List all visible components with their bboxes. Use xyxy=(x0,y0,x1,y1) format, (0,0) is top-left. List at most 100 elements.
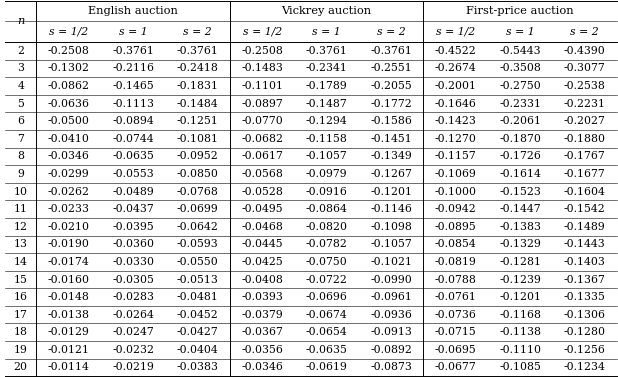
Text: -0.4390: -0.4390 xyxy=(564,46,606,56)
Text: -0.0699: -0.0699 xyxy=(177,204,219,214)
Text: -0.0425: -0.0425 xyxy=(241,257,283,267)
Text: 16: 16 xyxy=(14,292,28,302)
Text: -0.0568: -0.0568 xyxy=(241,169,283,179)
Text: -0.0674: -0.0674 xyxy=(306,310,347,320)
Text: -0.0305: -0.0305 xyxy=(112,274,154,285)
Text: -0.0528: -0.0528 xyxy=(241,187,283,196)
Text: -0.0961: -0.0961 xyxy=(370,292,412,302)
Text: -0.0635: -0.0635 xyxy=(306,345,347,355)
Text: -0.0299: -0.0299 xyxy=(48,169,90,179)
Text: -0.0913: -0.0913 xyxy=(370,327,412,337)
Text: -0.0408: -0.0408 xyxy=(241,274,283,285)
Text: -0.0820: -0.0820 xyxy=(305,222,347,232)
Text: -0.2231: -0.2231 xyxy=(564,99,606,109)
Text: -0.0360: -0.0360 xyxy=(112,239,154,249)
Text: -0.2750: -0.2750 xyxy=(499,81,541,91)
Text: -0.1057: -0.1057 xyxy=(306,152,347,161)
Text: -0.0410: -0.0410 xyxy=(48,134,90,144)
Text: -0.1081: -0.1081 xyxy=(177,134,219,144)
Text: 13: 13 xyxy=(14,239,28,249)
Text: -0.0682: -0.0682 xyxy=(241,134,283,144)
Text: -0.0761: -0.0761 xyxy=(434,292,476,302)
Text: -0.0383: -0.0383 xyxy=(177,362,219,372)
Text: -0.0553: -0.0553 xyxy=(112,169,154,179)
Text: -0.0782: -0.0782 xyxy=(306,239,347,249)
Text: -0.0750: -0.0750 xyxy=(306,257,347,267)
Text: s = 1: s = 1 xyxy=(312,27,341,37)
Text: -0.1158: -0.1158 xyxy=(306,134,347,144)
Text: -0.2331: -0.2331 xyxy=(499,99,541,109)
Text: -0.0715: -0.0715 xyxy=(434,327,476,337)
Text: -0.0346: -0.0346 xyxy=(48,152,90,161)
Text: -0.1201: -0.1201 xyxy=(370,187,412,196)
Text: -0.0788: -0.0788 xyxy=(434,274,476,285)
Text: -0.1349: -0.1349 xyxy=(370,152,412,161)
Text: -0.1447: -0.1447 xyxy=(499,204,541,214)
Text: -0.2341: -0.2341 xyxy=(306,63,347,74)
Text: -0.1168: -0.1168 xyxy=(499,310,541,320)
Text: -0.0636: -0.0636 xyxy=(48,99,90,109)
Text: -0.1267: -0.1267 xyxy=(370,169,412,179)
Text: -0.0148: -0.0148 xyxy=(48,292,90,302)
Text: -0.0619: -0.0619 xyxy=(306,362,347,372)
Text: -0.1451: -0.1451 xyxy=(370,134,412,144)
Text: -0.1586: -0.1586 xyxy=(370,116,412,126)
Text: -0.1000: -0.1000 xyxy=(434,187,476,196)
Text: -0.3761: -0.3761 xyxy=(306,46,347,56)
Text: -0.0393: -0.0393 xyxy=(241,292,283,302)
Text: -0.1423: -0.1423 xyxy=(434,116,476,126)
Text: -0.0952: -0.0952 xyxy=(177,152,219,161)
Text: -0.0232: -0.0232 xyxy=(112,345,154,355)
Text: -0.1403: -0.1403 xyxy=(564,257,606,267)
Text: -0.1726: -0.1726 xyxy=(499,152,541,161)
Text: -0.3077: -0.3077 xyxy=(564,63,606,74)
Text: 17: 17 xyxy=(14,310,28,320)
Text: -0.0330: -0.0330 xyxy=(112,257,154,267)
Text: -0.1157: -0.1157 xyxy=(434,152,476,161)
Text: s = 1: s = 1 xyxy=(506,27,535,37)
Text: -0.0452: -0.0452 xyxy=(177,310,219,320)
Text: -0.1614: -0.1614 xyxy=(499,169,541,179)
Text: -0.1146: -0.1146 xyxy=(370,204,412,214)
Text: -0.0990: -0.0990 xyxy=(370,274,412,285)
Text: s = 2: s = 2 xyxy=(570,27,599,37)
Text: -0.1281: -0.1281 xyxy=(499,257,541,267)
Text: -0.1270: -0.1270 xyxy=(434,134,476,144)
Text: -0.0121: -0.0121 xyxy=(48,345,90,355)
Text: -0.0481: -0.0481 xyxy=(177,292,219,302)
Text: -0.1239: -0.1239 xyxy=(499,274,541,285)
Text: -0.0264: -0.0264 xyxy=(112,310,154,320)
Text: -0.0593: -0.0593 xyxy=(177,239,219,249)
Text: -0.1302: -0.1302 xyxy=(48,63,90,74)
Text: -0.1234: -0.1234 xyxy=(564,362,606,372)
Text: -0.1383: -0.1383 xyxy=(499,222,541,232)
Text: -0.1484: -0.1484 xyxy=(177,99,219,109)
Text: -0.1523: -0.1523 xyxy=(499,187,541,196)
Text: -0.0695: -0.0695 xyxy=(434,345,476,355)
Text: -0.1021: -0.1021 xyxy=(370,257,412,267)
Text: 8: 8 xyxy=(17,152,24,161)
Text: s = 1/2: s = 1/2 xyxy=(242,27,282,37)
Text: 19: 19 xyxy=(14,345,28,355)
Text: -0.0404: -0.0404 xyxy=(177,345,219,355)
Text: 2: 2 xyxy=(17,46,24,56)
Text: -0.0942: -0.0942 xyxy=(434,204,476,214)
Text: s = 1/2: s = 1/2 xyxy=(49,27,88,37)
Text: -0.2508: -0.2508 xyxy=(48,46,90,56)
Text: 15: 15 xyxy=(14,274,28,285)
Text: -0.1098: -0.1098 xyxy=(370,222,412,232)
Text: -0.1329: -0.1329 xyxy=(499,239,541,249)
Text: -0.0219: -0.0219 xyxy=(112,362,154,372)
Text: -0.2061: -0.2061 xyxy=(499,116,541,126)
Text: -0.3761: -0.3761 xyxy=(370,46,412,56)
Text: s = 2: s = 2 xyxy=(377,27,405,37)
Text: -0.1646: -0.1646 xyxy=(434,99,476,109)
Text: -0.1831: -0.1831 xyxy=(177,81,219,91)
Text: -0.2001: -0.2001 xyxy=(434,81,476,91)
Text: English auction: English auction xyxy=(88,6,178,16)
Text: -0.1113: -0.1113 xyxy=(112,99,154,109)
Text: 9: 9 xyxy=(17,169,24,179)
Text: -0.2027: -0.2027 xyxy=(564,116,606,126)
Text: -0.0696: -0.0696 xyxy=(306,292,347,302)
Text: First-price auction: First-price auction xyxy=(466,6,574,16)
